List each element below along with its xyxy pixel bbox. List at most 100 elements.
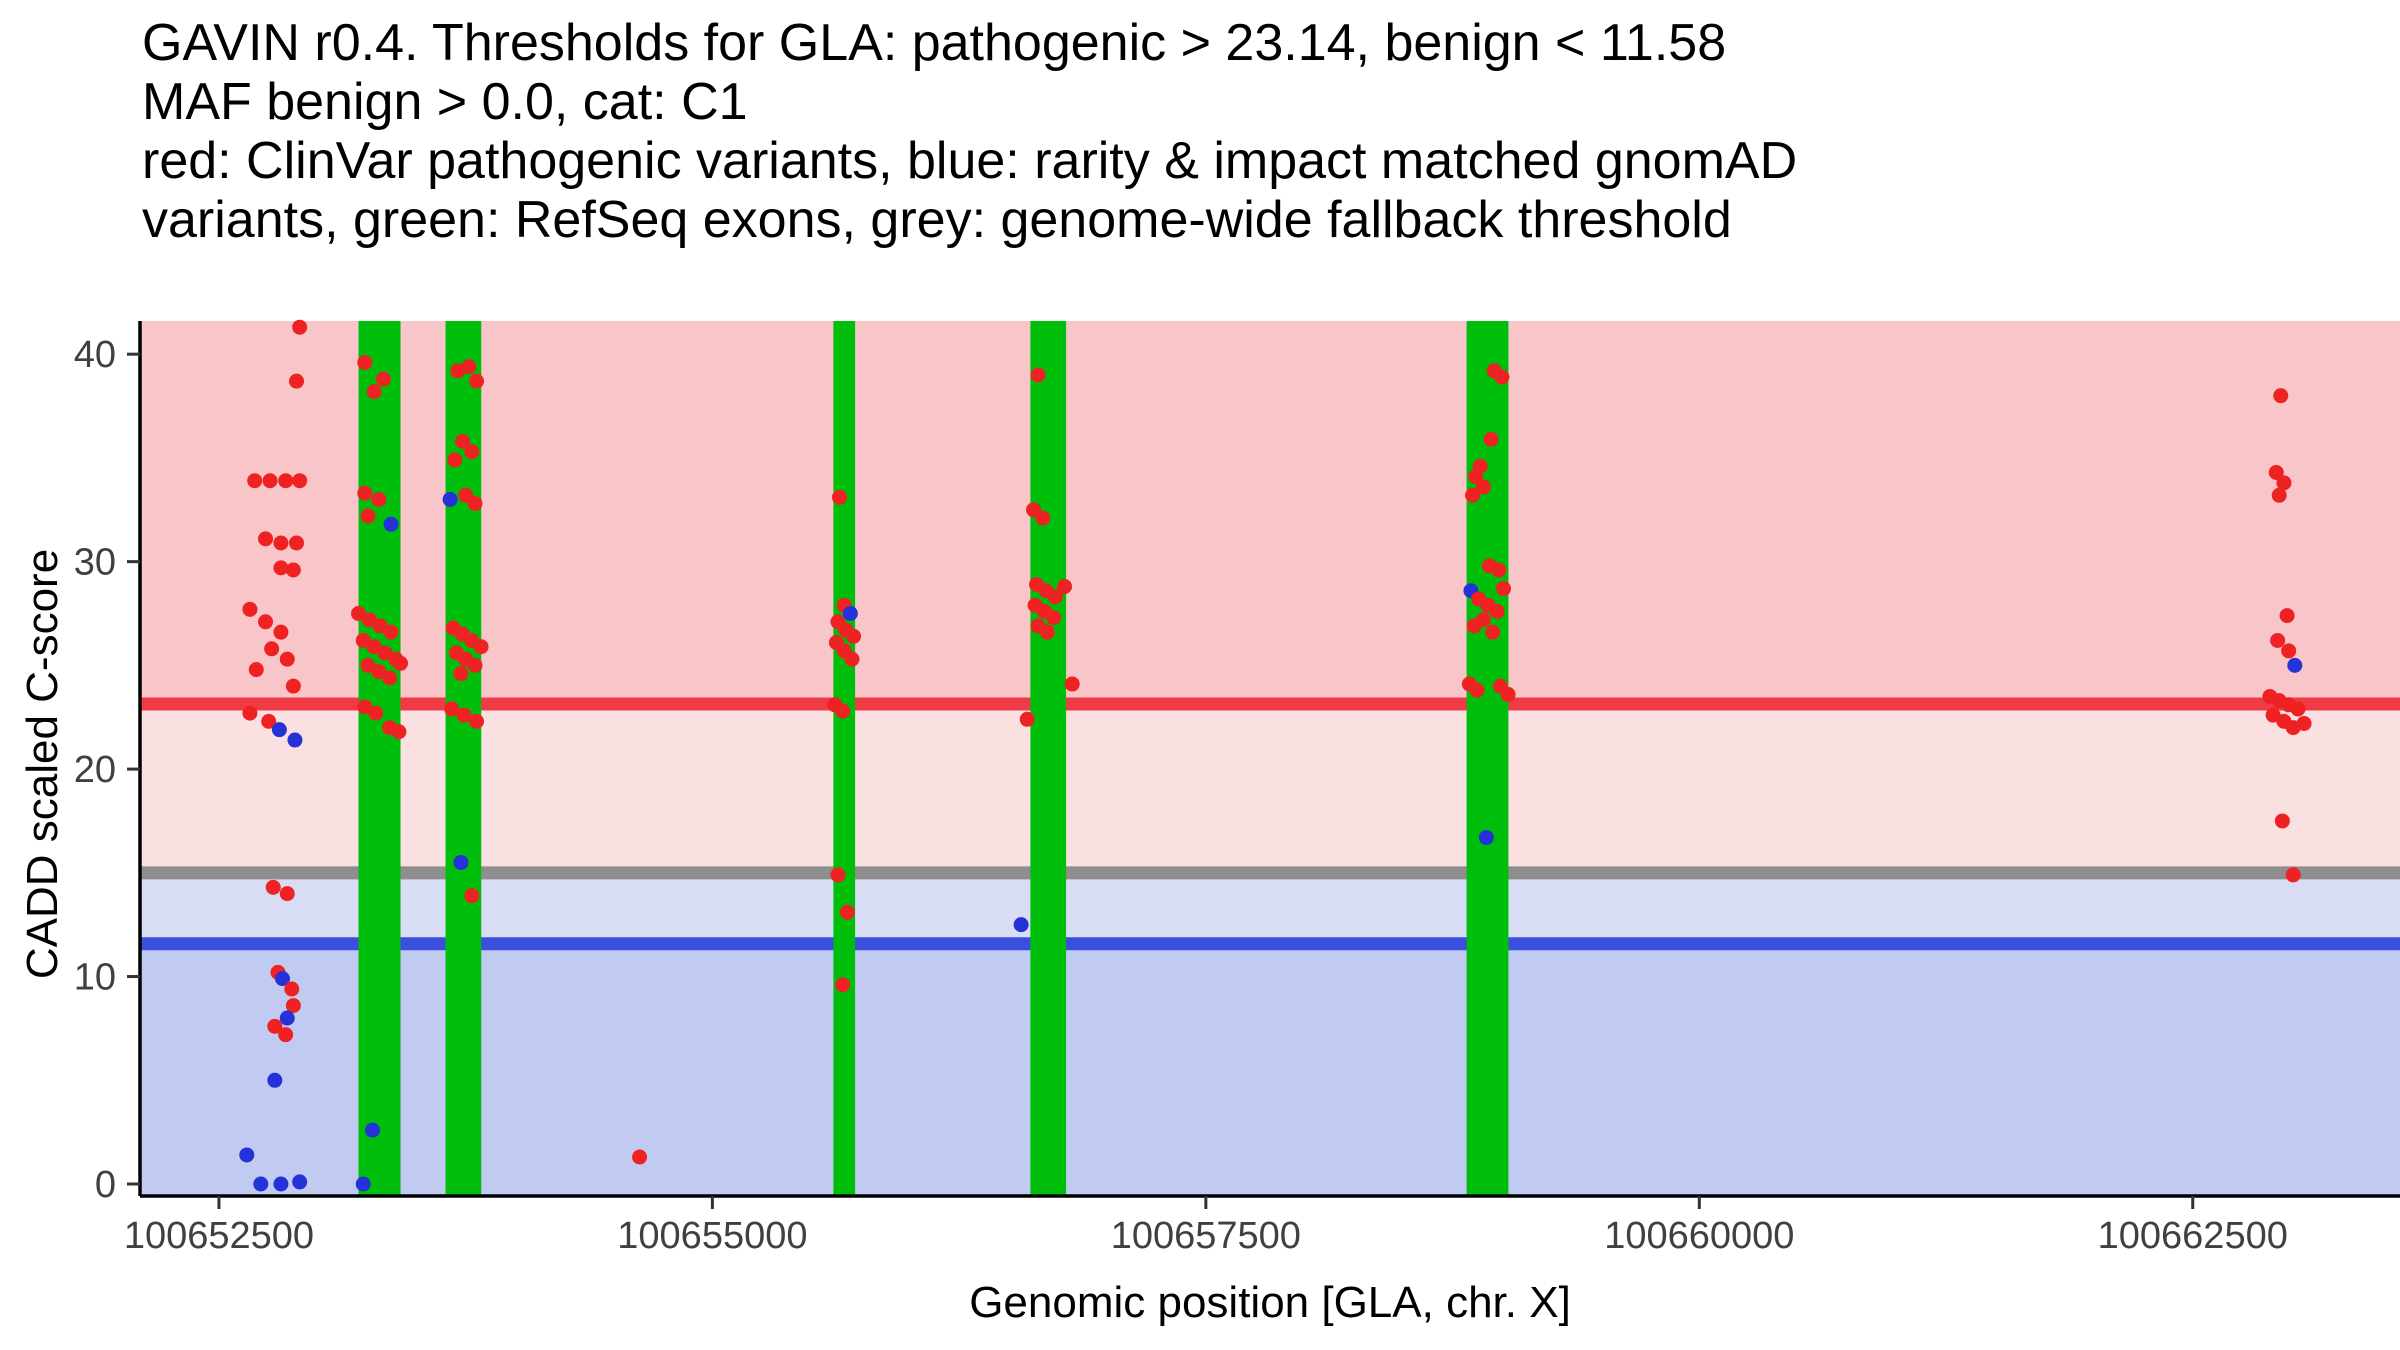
exon-bar: [1466, 321, 1509, 1196]
clinvar-variant-point: [1489, 603, 1505, 619]
clinvar-variant-point: [839, 904, 855, 920]
y-tick-label: 30: [74, 542, 116, 584]
clinvar-variant-point: [248, 662, 264, 678]
clinvar-variant-point: [1035, 510, 1051, 526]
gnomad-variant-point: [383, 516, 399, 532]
gnomad-variant-point: [253, 1176, 269, 1192]
band-uncertain-lower-zone: [140, 872, 2400, 944]
clinvar-variant-point: [350, 606, 366, 622]
clinvar-variant-point: [467, 657, 483, 673]
clinvar-variant-point: [1465, 487, 1481, 503]
clinvar-variant-point: [371, 664, 387, 680]
title-line-1: GAVIN r0.4. Thresholds for GLA: pathogen…: [142, 14, 1727, 72]
gnomad-variant-point: [442, 491, 458, 507]
clinvar-variant-point: [447, 452, 463, 468]
clinvar-variant-point: [273, 535, 289, 551]
clinvar-variant-point: [453, 666, 469, 682]
clinvar-variant-point: [357, 485, 373, 501]
clinvar-variant-point: [360, 508, 376, 524]
clinvar-variant-point: [1496, 581, 1512, 597]
title-line-3: red: ClinVar pathogenic variants, blue: …: [142, 132, 1798, 190]
gnomad-variant-point: [355, 1176, 371, 1192]
clinvar-variant-point: [292, 319, 308, 335]
clinvar-variant-point: [2274, 813, 2290, 829]
x-tick-label: 100652500: [124, 1215, 314, 1257]
clinvar-variant-point: [1039, 624, 1055, 640]
clinvar-variant-point: [382, 670, 398, 686]
clinvar-variant-point: [2265, 707, 2281, 723]
chart-title: GAVIN r0.4. Thresholds for GLA: pathogen…: [142, 14, 1797, 250]
clinvar-variant-point: [258, 614, 274, 630]
clinvar-variant-point: [357, 354, 373, 370]
clinvar-variant-point: [844, 651, 860, 667]
clinvar-variant-point: [1466, 618, 1482, 634]
gnomad-variant-point: [2287, 657, 2303, 673]
clinvar-variant-point: [2296, 715, 2312, 731]
band-pathogenic-zone: [140, 321, 2400, 704]
exon-bar: [1030, 321, 1067, 1196]
clinvar-variant-point: [247, 473, 263, 489]
gnomad-variant-point: [453, 854, 469, 870]
clinvar-variant-point: [285, 562, 301, 578]
clinvar-variant-point: [278, 473, 294, 489]
title-line-2: MAF benign > 0.0, cat: C1: [142, 73, 748, 131]
clinvar-variant-point: [2279, 608, 2295, 624]
clinvar-variant-point: [2268, 464, 2284, 480]
clinvar-variant-point: [242, 601, 258, 617]
gnomad-variant-point: [271, 722, 287, 738]
clinvar-variant-point: [1468, 469, 1484, 485]
clinvar-variant-point: [393, 655, 409, 671]
clinvar-variant-point: [832, 489, 848, 505]
y-tick-label: 20: [74, 749, 116, 791]
gnomad-variant-point: [287, 732, 303, 748]
clinvar-variant-point: [355, 632, 371, 648]
x-tick-label: 100660000: [1604, 1215, 1794, 1257]
x-tick-label: 100662500: [2098, 1215, 2288, 1257]
clinvar-variant-point: [2273, 388, 2289, 404]
clinvar-variant-point: [473, 639, 489, 655]
clinvar-variant-point: [1057, 579, 1073, 595]
clinvar-variant-point: [464, 444, 480, 460]
clinvar-variant-point: [632, 1149, 648, 1165]
clinvar-variant-point: [469, 713, 485, 729]
clinvar-variant-point: [372, 618, 388, 634]
clinvar-variant-point: [846, 628, 862, 644]
clinvar-variant-point: [1494, 369, 1510, 385]
clinvar-variant-point: [273, 624, 289, 640]
clinvar-variant-point: [265, 879, 281, 895]
clinvar-variant-point: [2271, 487, 2287, 503]
clinvar-variant-point: [267, 1018, 283, 1034]
clinvar-variant-point: [1475, 479, 1491, 495]
y-tick-label: 40: [74, 334, 116, 376]
gnomad-variant-point: [273, 1176, 289, 1192]
gnomad-variant-point: [292, 1174, 308, 1190]
clinvar-variant-point: [377, 645, 393, 661]
clinvar-variant-point: [284, 981, 300, 997]
gnomad-variant-point: [365, 1122, 381, 1138]
clinvar-variant-point: [1500, 686, 1516, 702]
gnomad-variant-point: [275, 971, 291, 987]
clinvar-variant-point: [1485, 624, 1501, 640]
gnomad-variant-point: [239, 1147, 255, 1163]
clinvar-variant-point: [467, 496, 483, 512]
clinvar-variant-point: [264, 641, 280, 657]
x-tick-label: 100655000: [617, 1215, 807, 1257]
clinvar-variant-point: [289, 373, 305, 389]
clinvar-variant-point: [289, 535, 305, 551]
clinvar-variant-point: [835, 977, 851, 993]
clinvar-variant-point: [1483, 431, 1499, 447]
clinvar-variant-point: [1047, 589, 1063, 605]
gnomad-variant-point: [1013, 917, 1029, 933]
clinvar-variant-point: [391, 724, 407, 740]
clinvar-variant-point: [383, 624, 399, 640]
exon-bar: [445, 321, 482, 1196]
clinvar-variant-point: [469, 373, 485, 389]
band-uncertain-upper-zone: [140, 703, 2400, 873]
x-tick-label: 100657500: [1111, 1215, 1301, 1257]
clinvar-variant-point: [262, 473, 278, 489]
clinvar-variant-point: [444, 701, 460, 717]
clinvar-variant-point: [279, 651, 295, 667]
gnomad-variant-point: [842, 606, 858, 622]
clinvar-variant-point: [2290, 701, 2306, 717]
